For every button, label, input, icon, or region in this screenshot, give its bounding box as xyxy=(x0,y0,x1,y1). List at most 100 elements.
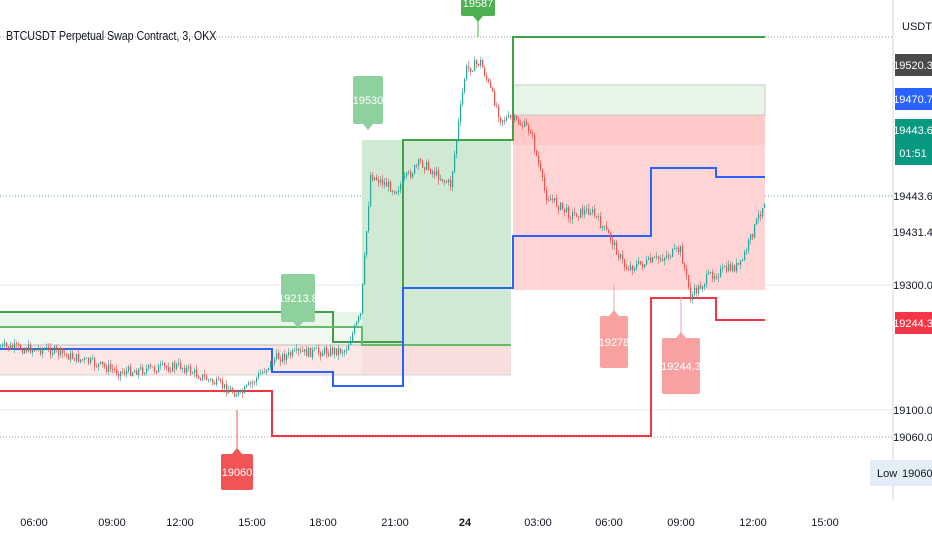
candle-body xyxy=(486,75,488,80)
candle-body xyxy=(84,357,86,360)
candle-body xyxy=(192,373,194,374)
candle-body xyxy=(44,349,46,350)
candle-body xyxy=(364,254,366,284)
pivot-label-text: 19213.8 xyxy=(278,293,318,305)
candle-body xyxy=(664,257,666,261)
candle-body xyxy=(90,358,92,364)
candle-body xyxy=(246,385,248,387)
candle-body xyxy=(156,371,158,373)
candle-body xyxy=(418,159,420,166)
candle-body xyxy=(368,206,370,232)
pivot-label-box xyxy=(600,316,628,368)
candle-body xyxy=(148,365,150,369)
y-tick-label: 19060.0 xyxy=(893,432,932,444)
candle-body xyxy=(286,354,288,361)
candle-body xyxy=(138,369,140,375)
candle-body xyxy=(104,364,106,367)
candle-body xyxy=(718,276,720,278)
candle-body xyxy=(438,170,440,181)
candle-body xyxy=(472,71,474,72)
candle-body xyxy=(406,172,408,177)
candle-body xyxy=(644,264,646,268)
candle-body xyxy=(40,348,42,354)
candle-body xyxy=(248,382,250,386)
candle-body xyxy=(758,214,760,219)
candle-body xyxy=(86,357,88,359)
candle-body xyxy=(56,346,58,350)
candle-body xyxy=(258,373,260,378)
candle-body xyxy=(696,287,698,294)
candle-body xyxy=(520,124,522,126)
candle-body xyxy=(98,363,100,367)
price-tag: 19443.6 xyxy=(893,191,932,203)
candle-body xyxy=(114,369,116,370)
candle-body xyxy=(200,378,202,380)
candle-body xyxy=(88,357,90,364)
candle-body xyxy=(648,257,650,260)
candle-body xyxy=(396,191,398,194)
candle-body xyxy=(620,254,622,258)
candle-body xyxy=(240,390,242,392)
candle-body xyxy=(256,377,258,382)
candle-body xyxy=(50,347,52,355)
candle-body xyxy=(514,115,516,120)
candle-body xyxy=(600,216,602,229)
pivot-label-arrow xyxy=(293,322,303,328)
candle-body xyxy=(724,266,726,268)
candle-body xyxy=(642,264,644,268)
candle-body xyxy=(586,208,588,211)
candle-body xyxy=(740,260,742,265)
candle-body xyxy=(630,265,632,271)
shaded-zone xyxy=(513,85,765,115)
chart-title: BTCUSDT Perpetual Swap Contract, 3, OKX xyxy=(6,29,217,43)
candle-body xyxy=(602,226,604,229)
candle-body xyxy=(340,348,342,353)
candle-body xyxy=(500,117,502,123)
candle-body xyxy=(762,207,764,217)
candle-body xyxy=(606,225,608,230)
candle-body xyxy=(2,344,4,347)
y-tick-label: 19100.0 xyxy=(893,405,932,417)
candle-body xyxy=(178,362,180,365)
candle-body xyxy=(598,216,600,218)
candle-body xyxy=(352,333,354,342)
candle-body xyxy=(742,259,744,261)
candle-body xyxy=(302,350,304,352)
candle-body xyxy=(432,171,434,174)
candle-body xyxy=(348,344,350,351)
candle-body xyxy=(222,381,224,389)
price-tag-text: 19244.3 xyxy=(893,318,932,330)
price-tag-text: 19443.6 xyxy=(893,125,932,137)
price-tag: 19520.3 xyxy=(893,54,932,76)
pivot-label-box xyxy=(281,274,315,322)
pivot-label: 19060 xyxy=(221,410,253,490)
candle-body xyxy=(314,348,316,350)
candle-body xyxy=(198,376,200,379)
candle-body xyxy=(608,229,610,234)
candle-body xyxy=(170,371,172,372)
candle-body xyxy=(614,242,616,246)
candle-body xyxy=(440,179,442,181)
candle-body xyxy=(400,184,402,191)
candle-body xyxy=(640,261,642,265)
candle-body xyxy=(552,199,554,201)
candle-body xyxy=(120,371,122,377)
candle-body xyxy=(624,259,626,268)
candle-body xyxy=(654,257,656,259)
candle-body xyxy=(534,134,536,151)
candle-body xyxy=(678,247,680,253)
x-tick-label: 24 xyxy=(459,517,472,529)
candle-body xyxy=(234,392,236,397)
candle-body xyxy=(482,59,484,68)
upper-level-line xyxy=(0,326,511,346)
candle-body xyxy=(196,369,198,377)
candle-body xyxy=(658,256,660,259)
candle-body xyxy=(478,63,480,66)
candle-body xyxy=(480,59,482,66)
candle-body xyxy=(252,381,254,384)
candle-body xyxy=(618,254,620,258)
candle-body xyxy=(160,364,162,366)
lower-level-line xyxy=(0,297,765,437)
